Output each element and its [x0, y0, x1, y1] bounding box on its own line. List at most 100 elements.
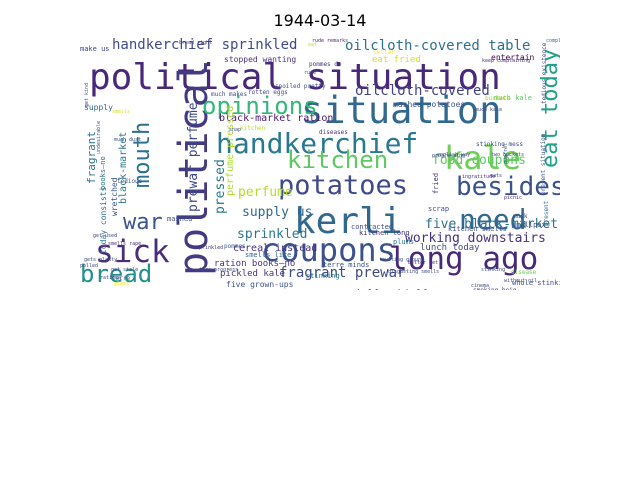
cloud-word-opinions: opinions: [202, 92, 318, 120]
cloud-word-present: present: [543, 200, 550, 226]
cloud-word-sprinkled: sprinkled: [237, 227, 308, 242]
cloud-word-kitchen: kitchen: [287, 146, 389, 174]
cloud-word-smallpox: smallpox: [512, 221, 546, 229]
word-cloud: political situation situation political han…: [80, 36, 560, 290]
cloud-word-whole-stinking: whole stinking: [512, 279, 560, 287]
cloud-word-buckets: buckets: [485, 95, 511, 102]
cloud-word-rotten-eggs: rotten eggs: [248, 89, 288, 96]
cloud-word-complaining: complaining: [546, 38, 560, 44]
cloud-word-pickled-kale: pickled kale: [220, 269, 286, 279]
cloud-word-polled: polled: [80, 263, 99, 269]
cloud-word-pommes-de: pommes de: [309, 61, 342, 68]
cloud-word-cutting-ground: cutting ground: [382, 257, 425, 263]
cloud-word-eat: eat: [308, 42, 318, 48]
cloud-word-picnic: picnic: [504, 195, 523, 201]
cloud-word-much-dust: much dust: [114, 137, 142, 143]
cloud-word-tire-progress: tire progress: [199, 267, 239, 273]
cloud-word-make-us: make us: [80, 45, 110, 53]
cloud-word-mashed-potatoes: mashed potatoes: [393, 100, 466, 109]
cloud-word-stopped-wanting: stopped wanting: [224, 55, 297, 64]
cloud-word-coupons: coupons: [261, 231, 396, 269]
cloud-word-gets-plenty: gets plenty: [84, 257, 118, 263]
cloud-word-disease: disease: [511, 269, 537, 276]
cloud-word-ration-books-no: ration books—no: [214, 259, 296, 269]
cloud-word-two-buckets: two buckets: [491, 152, 525, 158]
cloud-word-stinking: stinking: [306, 272, 340, 280]
cloud-word-stinking: stinking: [481, 267, 506, 273]
cloud-word-five-grown-ups: five grown-ups: [226, 280, 294, 289]
cloud-word-oilcloth-covered: oilcloth-covered: [355, 83, 490, 99]
cloud-word-kerli: kerli: [294, 201, 403, 242]
cloud-word-without-oil: without oil: [504, 278, 538, 284]
cloud-word-fragrant-prewar: fragrant prewar: [279, 265, 406, 281]
cloud-word-perfume: perfume: [238, 185, 293, 200]
cloud-word-eat-fried: eat fried: [372, 55, 421, 65]
cloud-word-supply-us: supply us: [242, 205, 313, 220]
cloud-word-prewar-perfume: prewar perfume: [186, 102, 201, 212]
cloud-word-muck: muck: [513, 213, 528, 220]
cloud-word-sprinkled: sprinkled: [196, 245, 224, 251]
cloud-word-rude: rude: [304, 70, 317, 76]
cloud-word-war: war: [123, 210, 163, 235]
cloud-word-eats: eats: [490, 173, 503, 179]
cloud-word-books-no: books—no: [99, 156, 107, 190]
cloud-word-get-used: get used: [93, 233, 118, 239]
cloud-word-need: need: [459, 203, 527, 236]
cloud-word-kale: kale: [444, 139, 522, 177]
cloud-word-situation: situation: [301, 89, 502, 132]
cloud-word-much-kale: much kale: [494, 94, 532, 102]
cloud-word-quarrel: quarrel: [503, 142, 509, 164]
cloud-word-get-stale: get stale: [111, 267, 139, 273]
cloud-word-smells-like: smells like: [245, 251, 292, 259]
cloud-word-present-situation: present situation: [540, 133, 547, 195]
cloud-word-kitchen-long: kitchen long: [359, 229, 410, 237]
cloud-word-five-black-market: five black-market: [425, 217, 559, 232]
cloud-word-handkerchief-sprinkled: handkerchief sprinkled: [112, 37, 298, 53]
cloud-word-bread: bread: [80, 260, 153, 288]
cloud-word-potatoes: potatoes: [278, 170, 409, 201]
cloud-word-disgusting-smells: disgusting smells: [388, 269, 440, 275]
cloud-word-terre: terre: [112, 275, 131, 282]
cloud-word-long-ago: long ago: [389, 241, 539, 277]
cloud-word-black-market-ration: black-market ration: [219, 113, 334, 124]
cloud-word-pommes: pommes: [224, 243, 246, 250]
cloud-word-mashed: mashed: [167, 215, 193, 223]
cloud-word-cinema: cinema: [471, 283, 490, 289]
cloud-word-scrap: scrap: [428, 205, 450, 213]
cloud-word-tedious-existence: tedious existence: [541, 42, 548, 104]
cloud-word-undesirable: undesirable: [96, 120, 102, 154]
cloud-word-kitchen: kitchen: [240, 125, 266, 132]
cloud-word-contracted: contracted: [351, 223, 394, 231]
cloud-word-besides: besides: [456, 172, 560, 202]
cloud-word-bread-right: bread right: [179, 40, 213, 46]
cloud-word-supply: supply: [84, 103, 113, 112]
cloud-word-much-kale: much kale: [475, 107, 503, 113]
cloud-word-snap: snap: [229, 127, 242, 133]
cloud-word-handkerchief: handkerchief: [216, 127, 419, 160]
cloud-word-entertain: entertain: [491, 53, 535, 62]
cloud-word-cereal-instead: cereal instead: [233, 243, 318, 254]
cloud-word-kitchen-smells: kitchen smells: [448, 225, 508, 233]
cloud-word-tedious: tedious: [117, 178, 143, 185]
cloud-word-plums: plums: [393, 238, 415, 246]
cloud-word-keep-complaining: keep complaining: [482, 58, 531, 64]
cloud-word-food-coupons: food coupons: [432, 153, 526, 168]
cloud-word-rations: rations: [100, 275, 122, 281]
cloud-word-sick: sick: [95, 234, 170, 270]
cloud-word-political-situation: political situation: [89, 57, 501, 98]
cloud-word-get-kind: get kind: [84, 82, 90, 107]
cloud-word-better-yet: better yet: [408, 260, 439, 266]
cloud-word-progressing: progressing: [432, 153, 466, 159]
cloud-word-today-consists: today consists: [99, 186, 108, 254]
plot-title: 1944-03-14: [273, 11, 367, 30]
cloud-word-glass: glass: [114, 281, 130, 287]
cloud-word-perfume-pressed: perfume pressed: [225, 105, 236, 196]
cloud-word-english-way: english way: [437, 152, 471, 158]
cloud-word-rude-remarks: rude remarks: [312, 38, 349, 44]
cloud-word-much-makes: much makes: [211, 91, 248, 98]
cloud-word-smoking-beig: smoking beig: [473, 288, 516, 291]
cloud-word-diseases: diseases: [319, 129, 348, 136]
cloud-word-spoiled-pretty: spoiled pretty: [275, 83, 326, 90]
cloud-word-lunch-today: lunch today: [420, 243, 480, 253]
cloud-word-working-downstairs: working downstairs: [405, 231, 546, 246]
